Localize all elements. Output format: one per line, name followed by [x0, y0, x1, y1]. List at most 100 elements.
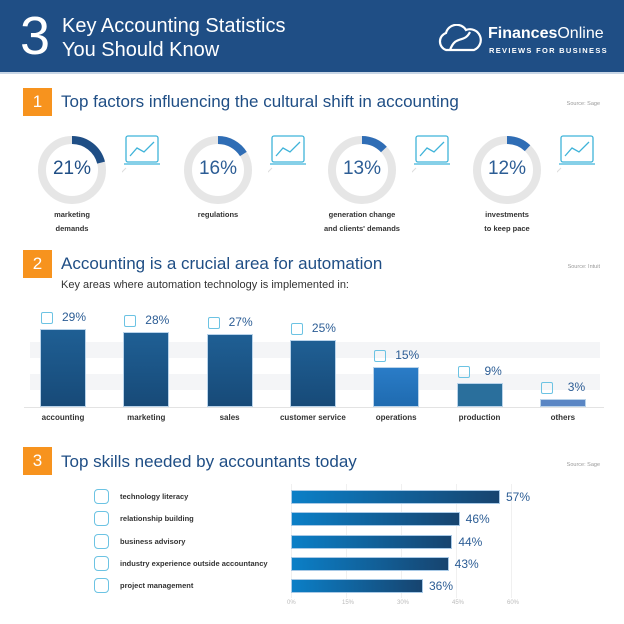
donut-label-line2: demands — [55, 224, 89, 233]
bar-value-label: 15% — [395, 347, 420, 362]
bar — [291, 490, 500, 504]
bar-value-label: 29% — [62, 310, 87, 324]
skill-label: project management — [120, 581, 194, 591]
skill-label: relationship building — [120, 514, 194, 524]
section-badge-1: 1 — [23, 88, 52, 116]
bar-value-label: 44% — [458, 534, 483, 549]
advisory-icon — [94, 533, 109, 549]
bar — [456, 382, 503, 407]
donut-percent: 16% — [198, 158, 238, 179]
bar-category-label: customer service — [279, 413, 346, 422]
logo-subtitle: REVIEWS FOR BUSINESS — [489, 46, 608, 55]
bar-value-label: 57% — [506, 490, 531, 504]
donut-chart — [473, 136, 541, 204]
section-title-2: Accounting is a crucial area for automat… — [61, 254, 383, 273]
axis-tick-label: 45% — [452, 600, 465, 606]
calculator-icon — [41, 312, 53, 324]
donut-label-line2: and clients' demands — [324, 224, 400, 233]
donut-label-line1: regulations — [197, 210, 239, 219]
donut-label-line1: investments — [485, 210, 529, 219]
bar — [291, 556, 449, 571]
bar-category-label: accounting — [41, 413, 85, 422]
donut-label: regulations — [158, 208, 278, 222]
donut-chart — [38, 136, 106, 204]
donut-fill — [328, 136, 396, 204]
donut-fill — [473, 136, 541, 204]
axis-tick-label: 60% — [507, 600, 520, 606]
bar-category-label: sales — [219, 413, 240, 422]
project-icon — [94, 578, 109, 594]
donut-chart — [184, 136, 252, 204]
bar — [40, 329, 86, 407]
bar — [291, 579, 423, 594]
circuit-icon — [94, 489, 109, 504]
header-number: 3 — [20, 6, 51, 66]
section-source-3: Source: Sage — [566, 462, 600, 468]
baseline — [24, 407, 604, 408]
experience-icon — [94, 555, 109, 571]
bar-value-label: 43% — [454, 556, 479, 571]
bar — [291, 512, 460, 527]
skill-label: technology literacy — [120, 492, 189, 501]
bar-category-label: others — [550, 413, 576, 422]
donut-percent: 13% — [342, 158, 382, 179]
bar-category-label: operations — [375, 413, 417, 422]
skill-label: business advisory — [120, 536, 186, 546]
robot-arm-icon — [457, 365, 470, 378]
bar — [291, 534, 453, 549]
header-title-line1: Key Accounting Statistics — [62, 15, 286, 37]
shopping-bag-icon — [207, 317, 220, 330]
bar-value-label: 27% — [228, 315, 253, 330]
axis-tick-label: 30% — [397, 600, 410, 606]
bar-value-label: 3% — [567, 379, 586, 394]
donut-label-line2: to keep pace — [484, 224, 530, 233]
bar-value-label: 25% — [311, 320, 336, 335]
section-title-1: Top factors influencing the cultural shi… — [61, 92, 459, 111]
donut-percent: 12% — [487, 158, 527, 179]
section-badge-3: 3 — [23, 447, 52, 475]
gridline — [511, 484, 512, 598]
bar-value-label: 9% — [484, 363, 502, 378]
headset-icon — [290, 322, 303, 335]
gridline — [456, 484, 457, 598]
people-hand-icon — [412, 135, 450, 173]
donut-label-line1: marketing — [54, 210, 90, 219]
axis-tick-label: 0% — [287, 600, 296, 606]
coin-stacks-icon — [557, 135, 595, 173]
document-pen-icon — [268, 135, 306, 173]
skill-label: industry experience outside accountancy — [120, 558, 268, 568]
header-banner: 3 Key Accounting Statistics You Should K… — [0, 0, 624, 74]
logo-text: FinancesOnline — [488, 25, 604, 42]
bar — [539, 398, 586, 407]
bar-value-label: 46% — [465, 512, 490, 527]
donut-chart — [328, 136, 396, 204]
axis-tick-label: 15% — [342, 600, 355, 606]
donut-label: marketing demands — [12, 208, 132, 236]
bar-category-label: marketing — [127, 413, 166, 422]
donut-fill — [184, 136, 252, 204]
megaphone-icon — [124, 314, 137, 327]
bar — [123, 331, 170, 407]
donut-label-line1: generation change — [328, 210, 396, 219]
handshake-icon — [94, 511, 109, 527]
section-source-1: Source: Sage — [566, 101, 600, 107]
bar — [289, 339, 336, 407]
donut-label: investments to keep pace — [447, 208, 567, 236]
bar-category-label: production — [458, 413, 501, 422]
donut-fill — [38, 136, 106, 204]
section-source-2: Source: Intuit — [567, 264, 600, 270]
cloud-logo-icon — [438, 24, 482, 52]
bar-value-label: 36% — [429, 579, 454, 594]
section-subtitle-2: Key areas where automation technology is… — [61, 279, 349, 291]
bar — [373, 366, 420, 407]
bar — [206, 334, 253, 407]
bar-value-label: 28% — [145, 312, 170, 327]
network-icon — [374, 349, 387, 362]
section-badge-2: 2 — [23, 250, 52, 278]
donut-percent: 21% — [52, 158, 92, 179]
donut-label: generation change and clients' demands — [302, 208, 422, 236]
grid-icon — [540, 381, 553, 394]
section-title-3: Top skills needed by accountants today — [61, 452, 357, 471]
laptop-chart-icon — [122, 135, 160, 173]
header-title-line2: You Should Know — [62, 39, 220, 61]
